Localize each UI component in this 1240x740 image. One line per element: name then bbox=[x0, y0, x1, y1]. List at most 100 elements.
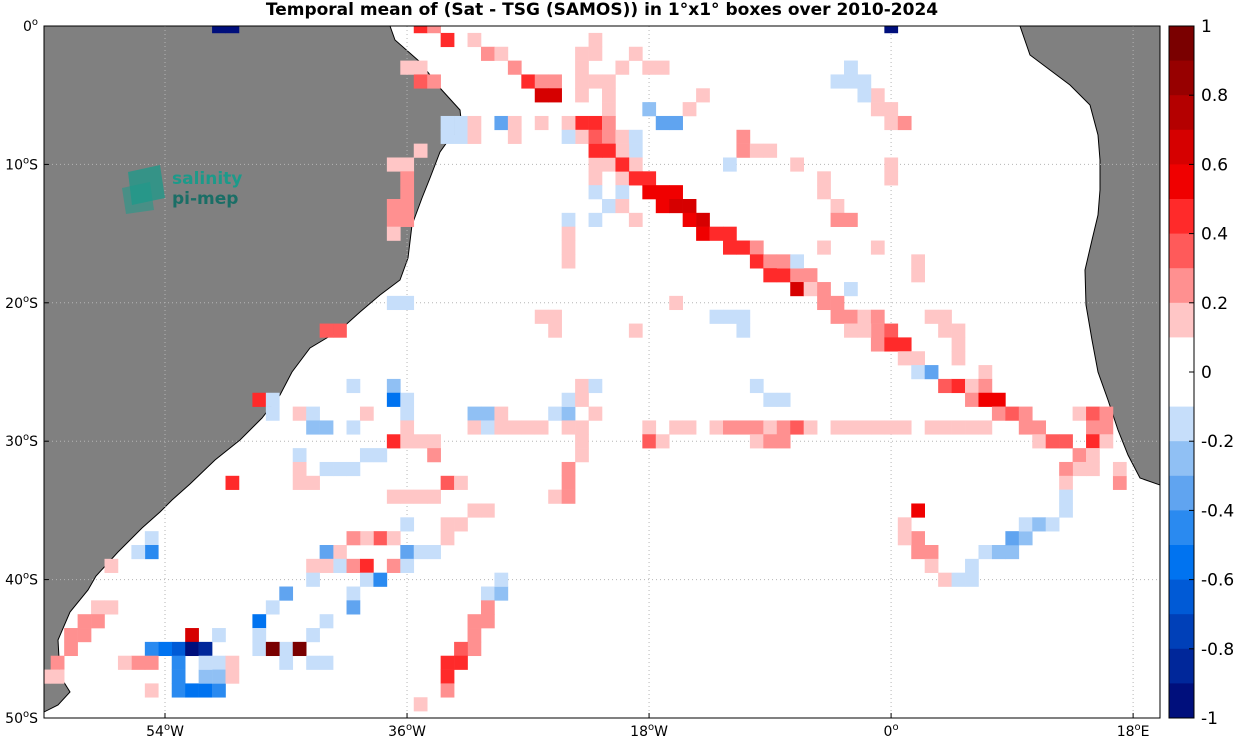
data-cell bbox=[696, 88, 710, 103]
data-cell bbox=[292, 461, 307, 477]
data-cell bbox=[965, 420, 979, 435]
colorbar-swatch bbox=[1169, 26, 1194, 62]
data-cell bbox=[911, 545, 925, 560]
data-cell bbox=[534, 115, 549, 131]
data-cell bbox=[454, 129, 468, 144]
plot-frame bbox=[43, 25, 1161, 719]
data-cell bbox=[628, 129, 643, 144]
data-cell bbox=[117, 655, 132, 670]
data-cell bbox=[346, 531, 361, 546]
data-cell bbox=[682, 212, 697, 227]
data-cell bbox=[534, 74, 549, 89]
x-tick-label: 18oW bbox=[630, 722, 668, 740]
data-cell bbox=[870, 309, 885, 324]
data-cell bbox=[306, 572, 320, 587]
data-cell bbox=[306, 475, 320, 490]
data-cell bbox=[857, 420, 872, 435]
data-cell bbox=[575, 60, 589, 75]
data-cell bbox=[198, 683, 213, 698]
data-cell bbox=[897, 351, 912, 366]
data-cell bbox=[1072, 448, 1087, 463]
data-cell bbox=[144, 641, 159, 657]
data-cell bbox=[561, 461, 576, 477]
data-cell bbox=[440, 129, 455, 144]
data-cell bbox=[965, 378, 979, 394]
data-cell bbox=[1005, 406, 1020, 421]
data-cell bbox=[575, 129, 589, 144]
data-cell bbox=[588, 115, 603, 131]
data-cell bbox=[857, 323, 872, 338]
data-cell bbox=[575, 46, 589, 61]
data-cell bbox=[884, 26, 899, 34]
data-cell bbox=[319, 420, 334, 435]
data-cell bbox=[212, 655, 226, 670]
data-cell bbox=[588, 129, 603, 144]
data-cell bbox=[480, 46, 495, 61]
data-cell bbox=[669, 420, 683, 435]
data-cell bbox=[306, 406, 320, 421]
data-cell bbox=[951, 572, 966, 587]
data-cell bbox=[480, 586, 495, 601]
data-cell bbox=[467, 628, 482, 643]
data-cell bbox=[776, 392, 791, 407]
data-cell bbox=[575, 88, 589, 103]
x-tick-label: 18oE bbox=[1117, 722, 1150, 740]
data-cell bbox=[561, 406, 576, 421]
data-cell bbox=[817, 240, 831, 255]
data-cell bbox=[897, 115, 912, 131]
data-cell bbox=[279, 655, 294, 670]
data-cell bbox=[346, 378, 361, 394]
data-cell bbox=[225, 26, 240, 34]
data-cell bbox=[252, 628, 267, 643]
data-cell bbox=[171, 641, 186, 657]
data-cell bbox=[440, 531, 455, 546]
data-cell bbox=[534, 88, 549, 103]
data-cell bbox=[884, 157, 899, 172]
data-cell bbox=[50, 669, 65, 684]
data-cell bbox=[830, 199, 845, 214]
data-cell bbox=[548, 406, 562, 421]
data-cell bbox=[400, 157, 415, 172]
data-cell bbox=[427, 26, 441, 34]
data-cells bbox=[44, 26, 1127, 712]
data-cell bbox=[1045, 434, 1060, 449]
data-cell bbox=[265, 641, 280, 657]
data-cell bbox=[602, 115, 616, 131]
data-cell bbox=[400, 392, 415, 407]
data-cell bbox=[131, 545, 146, 560]
data-cell bbox=[897, 420, 912, 435]
data-cell bbox=[413, 697, 428, 712]
data-cell bbox=[655, 199, 670, 214]
data-cell bbox=[723, 420, 737, 435]
data-cell bbox=[400, 558, 415, 573]
data-cell bbox=[440, 517, 455, 532]
data-cell bbox=[467, 641, 482, 657]
data-cell bbox=[965, 558, 979, 573]
data-cell bbox=[575, 115, 589, 131]
data-cell bbox=[91, 600, 105, 615]
data-cell bbox=[991, 392, 1006, 407]
colorbar-swatch bbox=[1169, 302, 1194, 338]
data-cell bbox=[897, 531, 912, 546]
data-cell bbox=[723, 157, 737, 172]
data-cell bbox=[494, 46, 509, 61]
data-cell bbox=[480, 600, 495, 615]
data-cell bbox=[628, 323, 643, 338]
data-cell bbox=[319, 614, 334, 629]
data-cell bbox=[615, 185, 630, 200]
data-cell bbox=[1086, 420, 1100, 435]
y-tick-label: 0o bbox=[23, 17, 38, 35]
data-cell bbox=[696, 212, 710, 227]
data-cell bbox=[749, 420, 764, 435]
data-cell bbox=[723, 226, 737, 241]
data-cell bbox=[884, 420, 899, 435]
data-cell bbox=[723, 240, 737, 255]
data-cell bbox=[817, 171, 831, 186]
colorbar-swatch bbox=[1169, 95, 1194, 131]
data-cell bbox=[763, 254, 778, 269]
data-cell bbox=[709, 420, 724, 435]
data-cell bbox=[588, 212, 603, 227]
map-title: Temporal mean of (Sat - TSG (SAMOS)) in … bbox=[265, 0, 939, 20]
data-cell bbox=[588, 74, 603, 89]
data-cell bbox=[978, 378, 993, 394]
